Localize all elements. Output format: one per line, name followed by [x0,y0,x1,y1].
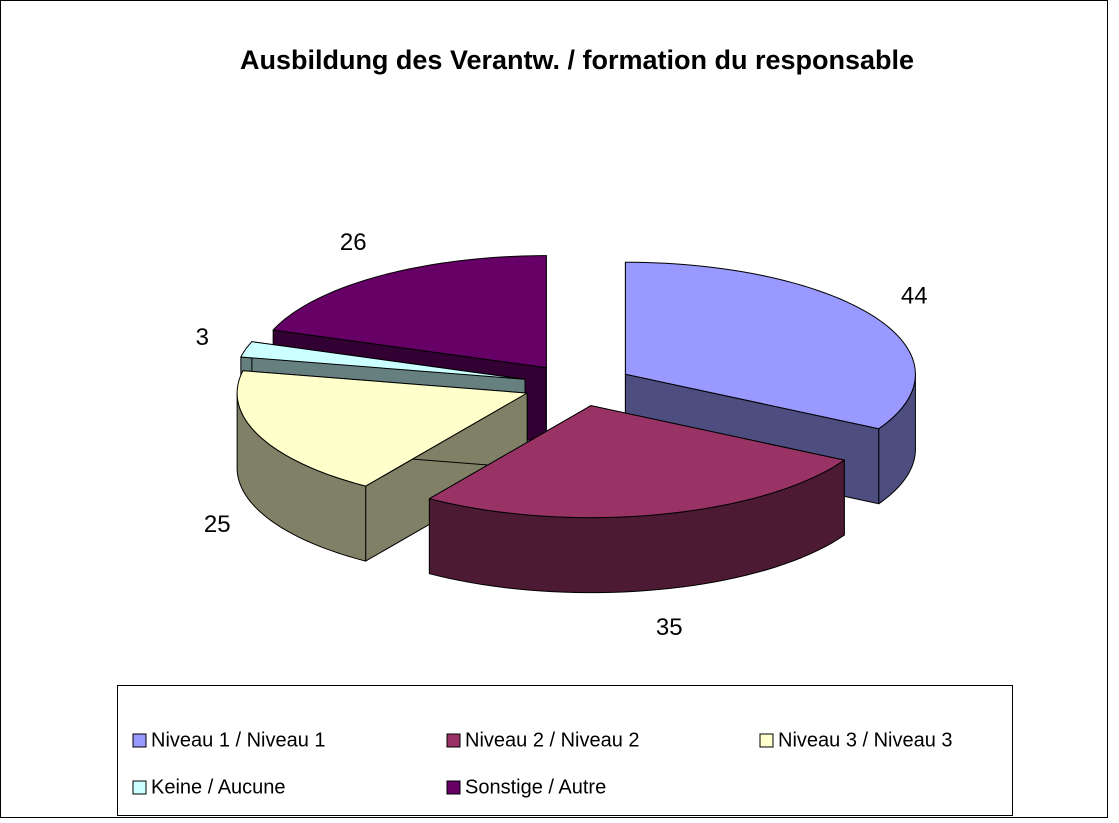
slice [272,255,547,369]
legend-label: Sonstige / Autre [465,776,606,798]
slice [236,370,528,487]
legend-swatch [132,780,147,795]
value-label: 3 [196,324,209,351]
legend-box [117,685,1013,816]
legend-swatch [446,780,461,795]
slice [624,261,916,430]
legend-swatch [446,733,461,748]
legend-label: Niveau 1 / Niveau 1 [151,729,326,751]
value-label: 26 [340,229,367,256]
legend-label: Niveau 2 / Niveau 2 [465,729,640,751]
slice [428,405,845,519]
value-label: 25 [204,511,231,538]
value-label: 44 [901,283,928,310]
legend-swatch [759,733,774,748]
slice [240,341,526,380]
legend-swatch [132,733,147,748]
chart-title: Ausbildung des Verantw. / formation du r… [240,45,914,75]
value-label: 35 [656,614,683,641]
legend-label: Niveau 3 / Niveau 3 [778,729,953,751]
legend-label: Keine / Aucune [151,776,286,798]
pie: 44 35 25 3 26 [196,229,928,641]
legend: Niveau 1 / Niveau 1 Niveau 2 / Niveau 2 Ni… [132,729,953,798]
